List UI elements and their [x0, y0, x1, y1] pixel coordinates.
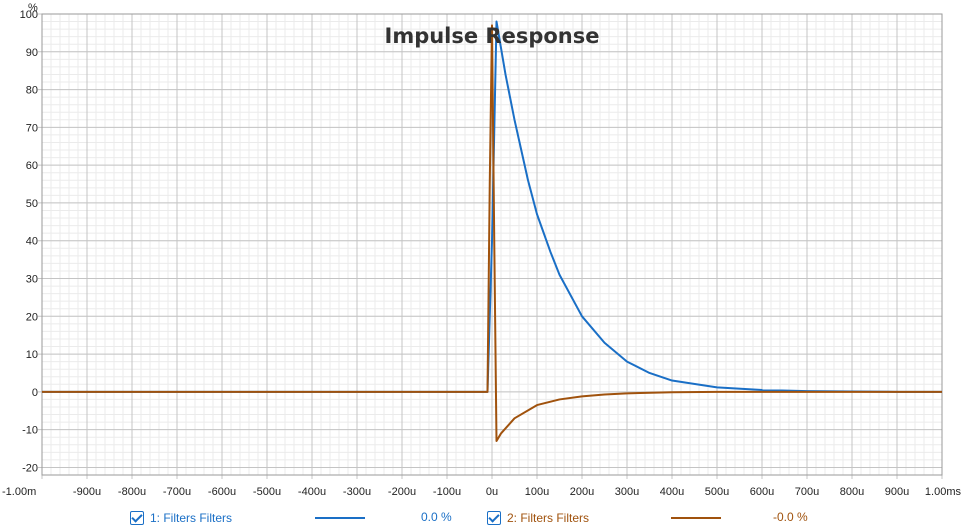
series-2-line [42, 24, 942, 442]
legend-item-series-2[interactable]: 2: Filters Filters [487, 510, 589, 526]
x-tick-label: -200u [388, 486, 416, 498]
y-tick-label: 60 [26, 160, 38, 172]
x-axis-ticks: -1.00m -900u -800u -700u -600u -500u -400u -300… [2, 486, 961, 498]
y-tick-label: 30 [26, 274, 38, 286]
y-tick-label: 100 [20, 9, 38, 21]
y-tick-label: -10 [22, 425, 38, 437]
y-tick-label: 20 [26, 311, 38, 323]
y-tick-label: 40 [26, 236, 38, 248]
x-tick-label: -700u [163, 486, 191, 498]
y-tick-label: 50 [26, 198, 38, 210]
series-1-line-swatch [315, 517, 365, 519]
x-tick-label: -100u [433, 486, 461, 498]
series-2-value: -0.0 % [773, 510, 808, 524]
x-tick-label: 200u [570, 486, 594, 498]
x-tick-label: 700u [795, 486, 819, 498]
x-tick-label: -900u [73, 486, 101, 498]
legend: 1: Filters Filters 0.0 % 2: Filters Filt… [0, 505, 964, 529]
y-axis-unit: % [28, 2, 38, 14]
series-1-label[interactable]: 1: Filters Filters [150, 511, 233, 525]
y-tick-label: 10 [26, 349, 38, 361]
y-tick-label: -20 [22, 462, 38, 474]
y-tick-label: 90 [26, 47, 38, 59]
x-tick-label: -600u [208, 486, 236, 498]
chart-title: Impulse Response [385, 24, 600, 48]
series-1-line [42, 20, 942, 393]
x-tick-label: -400u [298, 486, 326, 498]
x-tick-label: 900u [885, 486, 909, 498]
x-tick-label: 1.00ms [925, 486, 962, 498]
x-tick-label: 400u [660, 486, 684, 498]
x-tick-label: 300u [615, 486, 639, 498]
series-layer [42, 20, 942, 442]
y-tick-label: 80 [26, 85, 38, 97]
y-tick-label: 0 [32, 387, 38, 399]
x-tick-label: 500u [705, 486, 729, 498]
legend-item-series-1[interactable]: 1: Filters Filters [130, 510, 232, 526]
series-1-value: 0.0 % [421, 510, 452, 524]
plot-frame [41, 13, 943, 476]
x-tick-label: -800u [118, 486, 146, 498]
x-tick-label: -300u [343, 486, 371, 498]
x-tick-label: -500u [253, 486, 281, 498]
x-tick-label: 800u [840, 486, 864, 498]
series-2-checkbox-icon[interactable] [487, 511, 501, 525]
series-1-checkbox-icon[interactable] [130, 511, 144, 525]
x-tick-label: 0u [486, 486, 498, 498]
x-tick-label: 600u [750, 486, 774, 498]
series-2-line-swatch [671, 517, 721, 519]
series-2-label[interactable]: 2: Filters Filters [507, 511, 590, 525]
y-tick-label: 70 [26, 122, 38, 134]
x-tick-label: 100u [525, 486, 549, 498]
x-tick-label: -1.00m [2, 486, 36, 498]
